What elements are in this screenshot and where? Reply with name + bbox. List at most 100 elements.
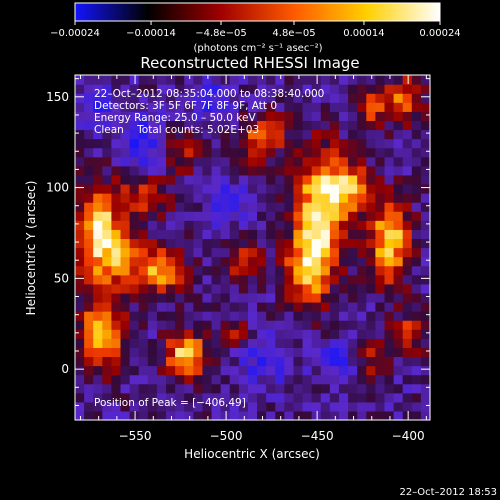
heatmap-cell [393, 274, 404, 285]
heatmap-cell [348, 283, 358, 294]
heatmap-cell [375, 75, 386, 85]
heatmap-cell [311, 165, 322, 176]
heatmap-cell [166, 347, 176, 358]
heatmap-cell [247, 338, 258, 348]
heatmap-cell [393, 338, 404, 348]
heatmap-cell [220, 356, 231, 367]
heatmap-cell [129, 147, 140, 158]
heatmap-cell [211, 256, 222, 267]
heatmap-cell [129, 102, 140, 112]
heatmap-cell [84, 129, 94, 140]
heatmap-cell [420, 265, 431, 276]
heatmap-cell [129, 156, 140, 167]
heatmap-cell [111, 320, 122, 330]
heatmap-cell [257, 265, 267, 276]
heatmap-cell [275, 356, 285, 367]
heatmap-cell [257, 356, 267, 367]
heatmap-cell [411, 147, 422, 158]
heatmap-cell [302, 193, 313, 203]
heatmap-cell [166, 183, 176, 194]
colorbar-gradient [75, 3, 440, 21]
heatmap-cell [302, 329, 313, 339]
heatmap-cell [357, 247, 367, 258]
heatmap-cell [229, 383, 240, 394]
heatmap-cell [166, 292, 176, 303]
heatmap-cell [129, 202, 140, 212]
heatmap-cell [156, 329, 167, 339]
heatmap-cell [393, 383, 404, 394]
heatmap-cell [293, 274, 304, 285]
heatmap-cell [338, 138, 349, 149]
heatmap-cell [193, 211, 204, 221]
heatmap-cell [366, 347, 376, 358]
heatmap-cell [211, 356, 222, 367]
heatmap-cell [402, 183, 413, 194]
heatmap-cell [138, 247, 149, 258]
heatmap-cell [284, 183, 295, 194]
heatmap-cell [166, 338, 176, 348]
heatmap-cell [357, 311, 367, 321]
heatmap-cell [111, 211, 122, 221]
heatmap-cell [202, 347, 213, 358]
heatmap-cell [302, 102, 313, 112]
heatmap-cell [266, 256, 276, 267]
heatmap-cell [102, 229, 113, 240]
heatmap-cell [129, 383, 140, 394]
heatmap-cell [302, 347, 313, 358]
heatmap-cell [266, 165, 276, 176]
heatmap-cell [375, 338, 386, 348]
heatmap-cell [220, 120, 231, 131]
heatmap-cell [247, 347, 258, 358]
heatmap-cell [93, 329, 103, 339]
heatmap-cell [202, 274, 213, 285]
heatmap-cell [311, 356, 322, 367]
heatmap-cell [411, 383, 422, 394]
heatmap-cell [111, 338, 122, 348]
heatmap-cell [220, 311, 231, 321]
heatmap-cell [193, 301, 204, 312]
heatmap-cell [293, 356, 304, 367]
heatmap-cell [266, 347, 276, 358]
heatmap-cell [293, 84, 304, 94]
heatmap-cell [238, 202, 249, 212]
heatmap-cell [147, 410, 158, 421]
heatmap-cell [184, 401, 194, 412]
heatmap-cell [211, 338, 222, 348]
heatmap-cell [75, 365, 85, 376]
heatmap-cell [247, 383, 258, 394]
heatmap-cell [411, 401, 422, 412]
heatmap-cell [184, 165, 194, 176]
heatmap-cell [266, 283, 276, 294]
heatmap-cell [357, 265, 367, 276]
heatmap-cell [175, 147, 185, 158]
heatmap-cell [420, 111, 431, 121]
heatmap-cell [311, 220, 322, 230]
heatmap-cell [257, 111, 267, 121]
heatmap-cell [229, 93, 240, 103]
heatmap-cell [193, 374, 204, 385]
heatmap-cell [348, 311, 358, 321]
heatmap-cell [84, 220, 94, 230]
heatmap-cell [266, 84, 276, 94]
heatmap-cell [193, 283, 204, 294]
heatmap-cell [166, 147, 176, 158]
heatmap-cell [338, 401, 349, 412]
heatmap-cell [302, 365, 313, 376]
heatmap-cell [348, 374, 358, 385]
heatmap-cell [238, 256, 249, 267]
x-tick-label: −450 [301, 429, 334, 443]
heatmap-cell [266, 120, 276, 131]
heatmap-cell [257, 401, 267, 412]
heatmap-cell [175, 75, 185, 85]
heatmap-cell [138, 174, 149, 185]
heatmap-cell [411, 220, 422, 230]
heatmap-cell [138, 401, 149, 412]
heatmap-cell [357, 274, 367, 285]
heatmap-cell [102, 274, 113, 285]
heatmap-cell [293, 283, 304, 294]
heatmap-cell [311, 256, 322, 267]
heatmap-cell [393, 301, 404, 312]
heatmap-cell [275, 374, 285, 385]
heatmap-cell [338, 256, 349, 267]
heatmap-cell [75, 111, 85, 121]
